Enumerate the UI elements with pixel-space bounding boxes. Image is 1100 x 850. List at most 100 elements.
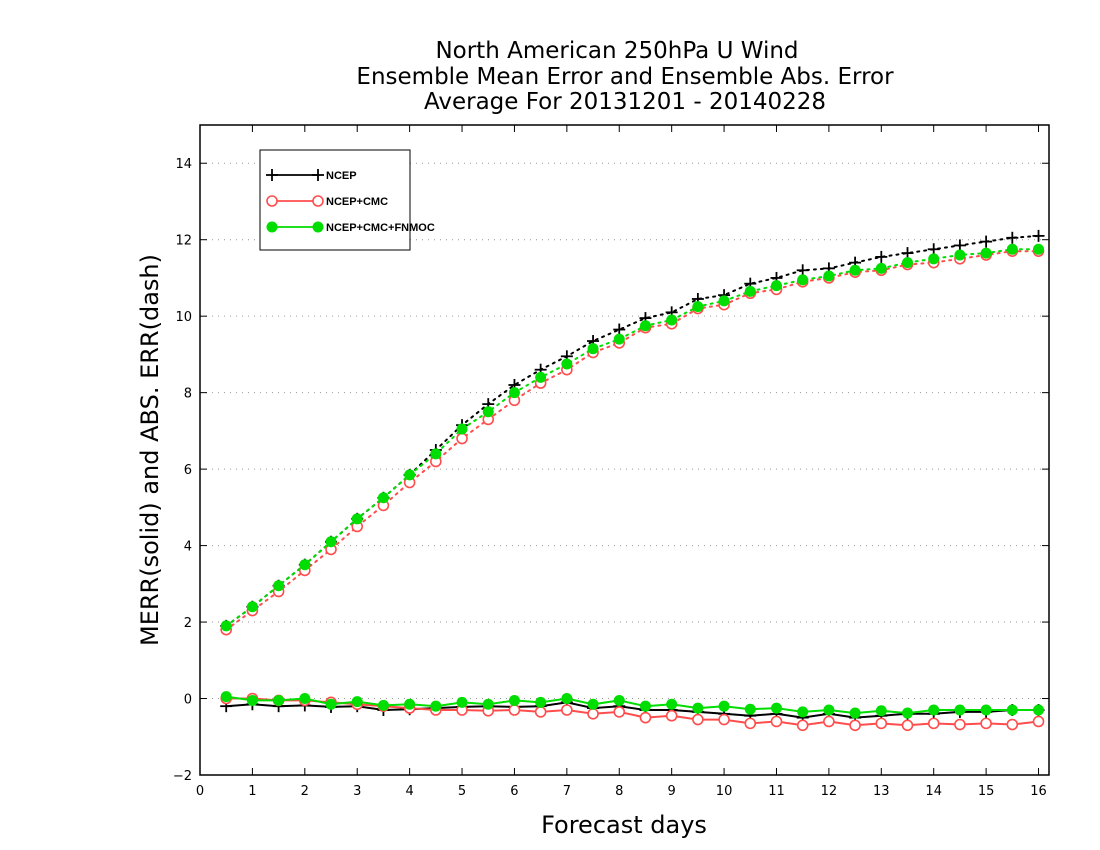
point-marker	[508, 694, 520, 706]
grid	[200, 162, 1049, 776]
point-marker	[1006, 231, 1019, 244]
mean-error-line	[226, 695, 1039, 715]
point-marker	[770, 280, 782, 292]
point-marker	[665, 709, 678, 722]
point-marker	[613, 694, 625, 706]
point-marker	[849, 264, 861, 276]
point-marker	[718, 700, 730, 712]
point-marker	[692, 301, 704, 313]
x-tick-label: 9	[668, 784, 676, 799]
point-marker	[744, 717, 757, 730]
y-tick-label: 10	[175, 310, 192, 325]
y-tick-label: 2	[184, 616, 192, 631]
x-tick-label: 1	[248, 784, 256, 799]
point-marker	[823, 715, 835, 728]
point-marker	[770, 702, 782, 714]
point-marker	[1032, 715, 1045, 728]
point-marker	[744, 703, 756, 715]
point-marker	[456, 423, 468, 435]
point-marker	[325, 536, 337, 548]
x-axis-label: Forecast days	[541, 811, 707, 839]
point-marker	[377, 492, 389, 504]
point-marker	[639, 320, 651, 332]
point-marker	[954, 249, 966, 261]
point-marker	[273, 580, 285, 592]
legend-label: NCEP+CMC	[326, 196, 388, 208]
legend-item-ncep: NCEP	[266, 169, 357, 182]
chart-title-line-3: Average For 20131201 - 20140228	[424, 89, 826, 115]
point-marker	[639, 711, 652, 724]
point-marker	[797, 274, 809, 286]
point-marker	[901, 719, 914, 732]
point-marker	[692, 702, 704, 714]
point-marker	[312, 221, 324, 233]
series-ncep	[220, 229, 1045, 724]
x-tick-label: 3	[353, 784, 361, 799]
point-marker	[613, 333, 625, 345]
point-marker	[325, 698, 337, 710]
point-marker	[849, 707, 861, 719]
point-marker	[246, 694, 258, 706]
series-ncep-cmc	[220, 245, 1045, 732]
point-marker	[561, 693, 573, 705]
x-tick-label: 5	[458, 784, 466, 799]
point-marker	[220, 691, 232, 703]
y-tick-label: 12	[175, 234, 192, 249]
point-marker	[980, 247, 992, 259]
point-marker	[954, 704, 966, 716]
x-tick-label: 13	[873, 784, 890, 799]
legend-item-ncep-cmc-fnmoc: NCEP+CMC+FNMOC	[266, 221, 435, 234]
point-marker	[456, 696, 468, 708]
point-marker	[928, 253, 940, 265]
abs-error-line	[225, 234, 1040, 627]
y-tick-label: 4	[184, 540, 192, 555]
point-marker	[980, 235, 993, 248]
plot-frame	[199, 124, 1050, 776]
point-marker	[666, 698, 678, 710]
point-marker	[639, 700, 651, 712]
point-marker	[613, 706, 626, 718]
chart-title-line-1: North American 250hPa U Wind	[435, 38, 798, 64]
point-marker	[377, 699, 389, 711]
point-marker	[587, 698, 599, 710]
point-marker	[561, 358, 573, 370]
point-marker	[430, 700, 442, 712]
point-marker	[718, 713, 730, 726]
point-marker	[902, 707, 913, 719]
point-marker	[273, 694, 285, 706]
x-tick-label: 4	[405, 784, 413, 799]
point-marker	[482, 698, 494, 710]
point-marker	[875, 717, 888, 730]
point-marker	[718, 295, 730, 307]
point-marker	[266, 195, 278, 207]
point-marker	[1032, 229, 1045, 242]
point-marker	[902, 257, 913, 269]
point-marker	[266, 221, 278, 233]
point-marker	[482, 406, 494, 418]
point-marker	[220, 620, 232, 632]
point-marker	[953, 239, 966, 252]
abs-error-line	[225, 248, 1040, 627]
legend-label: NCEP+CMC+FNMOC	[326, 222, 435, 234]
point-marker	[508, 387, 520, 399]
y-tick-label: 0	[184, 693, 192, 708]
x-tick-label: 7	[563, 784, 571, 799]
point-marker	[1006, 704, 1018, 716]
point-marker	[744, 285, 756, 297]
x-tick-label: 2	[301, 784, 309, 799]
point-marker	[954, 718, 966, 731]
point-marker	[1033, 704, 1045, 716]
point-marker	[561, 704, 573, 716]
point-marker	[587, 343, 599, 355]
point-marker	[312, 195, 324, 207]
series-ncep-cmc-fnmoc	[220, 243, 1045, 719]
point-marker	[927, 717, 940, 730]
point-marker	[901, 247, 914, 260]
legend-label: NCEP	[326, 170, 357, 182]
point-marker	[587, 708, 599, 720]
y-tick-label: −2	[173, 769, 192, 784]
point-marker	[1006, 243, 1018, 255]
point-marker	[266, 169, 278, 181]
point-marker	[797, 706, 809, 718]
